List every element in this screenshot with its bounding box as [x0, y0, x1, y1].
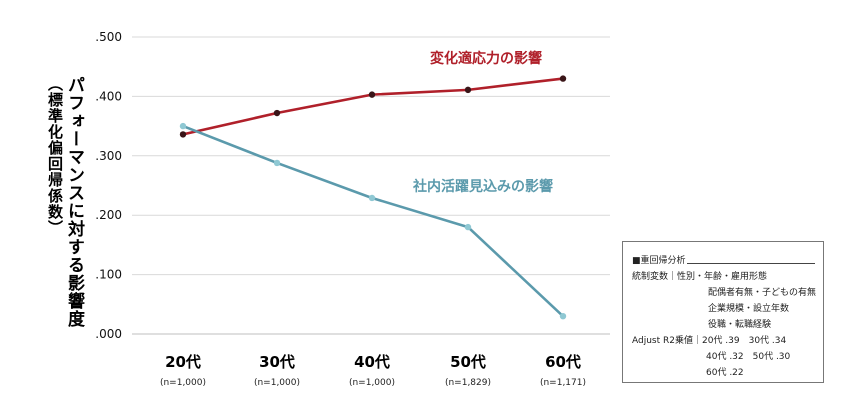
regression-info-box: ■重回帰分析 統制変数｜性別・年齢・雇用形態 配偶者有無・子どもの有無 企業規模… — [622, 241, 824, 383]
series-label: 社内活躍見込みの影響 — [412, 178, 553, 195]
y-tick-label: .200 — [95, 208, 122, 222]
control-variables-line: 企業規模・設立年数 — [708, 304, 790, 314]
x-tick-label: 50代 — [450, 353, 486, 371]
x-tick-label: 40代 — [354, 353, 390, 371]
series-line-1 — [182, 124, 564, 318]
y-axis-label: パフォーマンスに対する影響度 — [64, 76, 84, 328]
x-tick-sublabel: (n=1,000) — [349, 378, 395, 388]
x-tick-sublabel: (n=1,000) — [254, 378, 300, 388]
y-tick-label: .000 — [95, 327, 122, 341]
data-point — [179, 131, 187, 138]
data-point — [464, 86, 472, 94]
adjusted-r2-line: 40代 .32 50代 .30 — [706, 352, 791, 362]
x-tick-label: 20代 — [165, 353, 201, 371]
adjusted-r2-line: Adjust R2乗値｜20代 .39 30代 .34 — [632, 336, 787, 346]
data-point — [464, 223, 472, 231]
x-tick-label: 30代 — [259, 353, 295, 371]
data-point — [273, 109, 281, 117]
data-point — [368, 194, 376, 202]
data-point — [273, 159, 281, 167]
control-variables-line: 役職・転職経験 — [708, 320, 772, 330]
data-point — [179, 122, 187, 130]
x-tick-labels: 20代 (n=1,000) 30代 (n=1,000) 40代 (n=1,000) 50代 (… — [160, 353, 586, 388]
y-tick-label: .500 — [95, 30, 122, 44]
control-variables-line: 統制変数｜性別・年齢・雇用形態 — [632, 272, 768, 282]
series-points — [179, 75, 567, 320]
y-tick-label: .400 — [95, 89, 122, 103]
y-axis-title: パフォーマンスに対する影響度 （標準化偏回帰係数） — [45, 76, 87, 376]
adjusted-r2-line: 60代 .22 — [706, 368, 744, 378]
data-point — [559, 312, 567, 320]
regression-title: ■重回帰分析 — [632, 256, 686, 266]
x-tick-sublabel: (n=1,829) — [445, 378, 491, 388]
x-tick-sublabel: (n=1,000) — [160, 378, 206, 388]
data-point — [368, 91, 376, 98]
x-tick-sublabel: (n=1,171) — [540, 378, 586, 388]
control-variables-line: 配偶者有無・子どもの有無 — [708, 288, 817, 298]
title-underline — [687, 263, 815, 264]
series-label: 変化適応力の影響 — [430, 50, 542, 67]
series-line-0 — [182, 77, 564, 136]
data-point — [559, 75, 567, 82]
y-tick-label: .100 — [95, 268, 122, 282]
y-axis-sublabel: （標準化偏回帰係数） — [46, 76, 64, 236]
x-tick-label: 60代 — [545, 353, 581, 371]
y-tick-label: .300 — [95, 149, 122, 163]
y-tick-labels: .000 .100 .200 .300 .400 .500 — [95, 30, 122, 341]
